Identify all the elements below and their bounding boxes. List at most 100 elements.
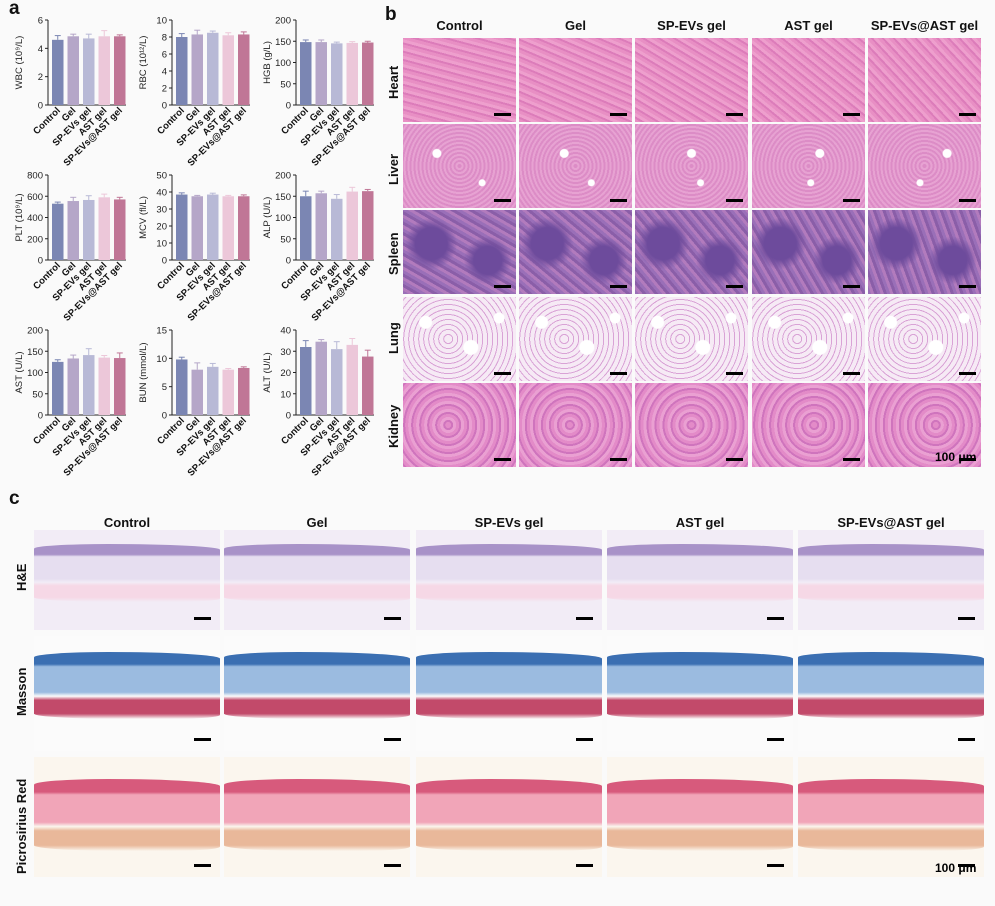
panel-c-column-header: AST gel	[675, 515, 725, 530]
scale-bar	[767, 738, 784, 741]
bar	[238, 367, 250, 415]
bar	[67, 201, 79, 260]
y-axis-label: MCV (fl/L)	[138, 196, 149, 239]
y-tick-label: 50	[280, 234, 291, 245]
panel-c-column-header: Control	[103, 515, 151, 530]
panel-b-column-header: SP-EVs gel	[657, 18, 726, 33]
skin-section-tile	[416, 636, 602, 751]
bar	[83, 38, 95, 105]
bar	[362, 191, 374, 260]
scale-bar	[726, 458, 743, 461]
y-tick-label: 150	[275, 37, 291, 48]
y-tick-label: 0	[286, 101, 291, 112]
bar	[176, 37, 188, 105]
bar	[98, 357, 110, 415]
bar	[300, 196, 312, 260]
skin-section-tile	[34, 530, 220, 630]
skin-section-tile	[607, 636, 793, 751]
bar	[331, 349, 343, 415]
panel-c-row-header: H&E	[14, 563, 29, 592]
y-tick-label: 0	[162, 101, 167, 112]
y-tick-label: 10	[156, 239, 167, 250]
histology-tile	[519, 124, 632, 208]
y-tick-label: 100	[27, 368, 43, 379]
histology-tile	[519, 210, 632, 294]
skin-section-tile	[798, 530, 984, 630]
skin-section-tile	[34, 636, 220, 751]
bar	[222, 369, 234, 415]
skin-section-tile	[34, 757, 220, 877]
panel-label-c: c	[9, 488, 20, 509]
scale-bar	[384, 864, 401, 867]
skin-tissue-band	[34, 652, 220, 719]
histology-tile	[868, 383, 981, 467]
y-tick-label: 2	[38, 72, 43, 83]
panel-c-row-header: Masson	[14, 667, 29, 717]
histology-tile	[752, 38, 865, 122]
skin-tissue-band	[224, 652, 410, 719]
bar	[67, 358, 79, 415]
y-tick-label: 10	[156, 16, 167, 27]
skin-section-tile	[798, 636, 984, 751]
scale-bar	[959, 113, 976, 116]
bar	[315, 341, 327, 415]
y-tick-label: 8	[162, 33, 167, 44]
y-tick-label: 30	[156, 205, 167, 216]
bar	[83, 199, 95, 260]
scale-bar	[843, 285, 860, 288]
bar	[67, 36, 79, 105]
scale-bar	[958, 864, 975, 867]
scale-bar	[494, 285, 511, 288]
scale-bar	[194, 617, 211, 620]
y-tick-label: 0	[38, 101, 43, 112]
skin-tissue-band	[34, 544, 220, 602]
scale-bar	[384, 617, 401, 620]
bar	[52, 39, 64, 106]
bar	[346, 42, 358, 105]
scale-bar	[576, 738, 593, 741]
histology-tile	[868, 210, 981, 294]
y-axis-label: AST (U/L)	[14, 351, 25, 393]
histology-tile	[752, 383, 865, 467]
y-tick-label: 50	[32, 389, 43, 400]
skin-tissue-band	[416, 544, 602, 602]
skin-section-tile	[224, 530, 410, 630]
scale-bar	[767, 617, 784, 620]
skin-tissue-band	[798, 652, 984, 719]
scale-bar	[843, 372, 860, 375]
skin-tissue-band	[798, 778, 984, 851]
y-tick-label: 600	[27, 192, 43, 203]
skin-tissue-band	[798, 544, 984, 602]
y-axis-label: HGB (g/L)	[262, 41, 273, 84]
bar	[315, 193, 327, 260]
y-tick-label: 0	[38, 411, 43, 422]
bar	[300, 347, 312, 415]
y-tick-label: 10	[280, 389, 291, 400]
bar	[207, 366, 219, 415]
skin-section-tile	[416, 757, 602, 877]
scale-bar	[494, 458, 511, 461]
panel-label-a: a	[9, 0, 20, 19]
bar	[222, 35, 234, 105]
histology-tile	[403, 38, 516, 122]
panel-c-column-header: Gel	[306, 515, 328, 530]
bar	[52, 361, 64, 415]
scale-bar	[494, 113, 511, 116]
panel-b-column-header: AST gel	[784, 18, 833, 33]
bar	[346, 191, 358, 260]
y-tick-label: 100	[275, 58, 291, 69]
scale-bar	[726, 372, 743, 375]
y-axis-label: ALT (U/L)	[262, 352, 273, 392]
skin-tissue-band	[224, 778, 410, 851]
y-tick-label: 50	[156, 171, 167, 182]
skin-section-tile	[798, 757, 984, 877]
bar	[222, 196, 234, 260]
bar	[300, 42, 312, 105]
y-tick-label: 0	[286, 256, 291, 267]
panel-c-row-header: Picrosirius Red	[14, 778, 29, 874]
skin-tissue-band	[416, 652, 602, 719]
histology-tile	[519, 297, 632, 381]
bar	[114, 358, 126, 415]
